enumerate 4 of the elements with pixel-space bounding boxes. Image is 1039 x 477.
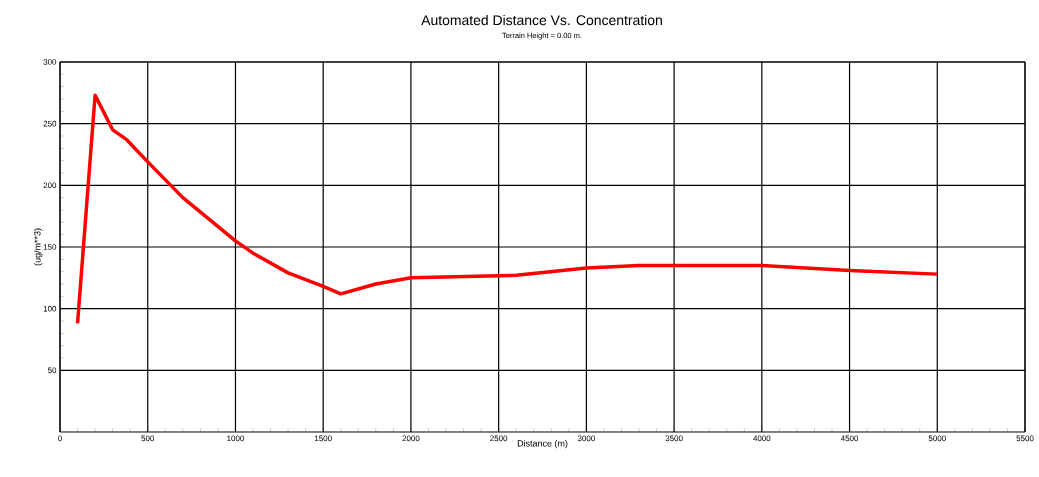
x-axis-title: Distance (m)	[517, 439, 568, 449]
line-series	[75, 93, 940, 326]
y-axis-title: (ug/m**3)	[33, 228, 43, 266]
chart-title: Automated Distance Vs. Concentration	[421, 14, 662, 26]
